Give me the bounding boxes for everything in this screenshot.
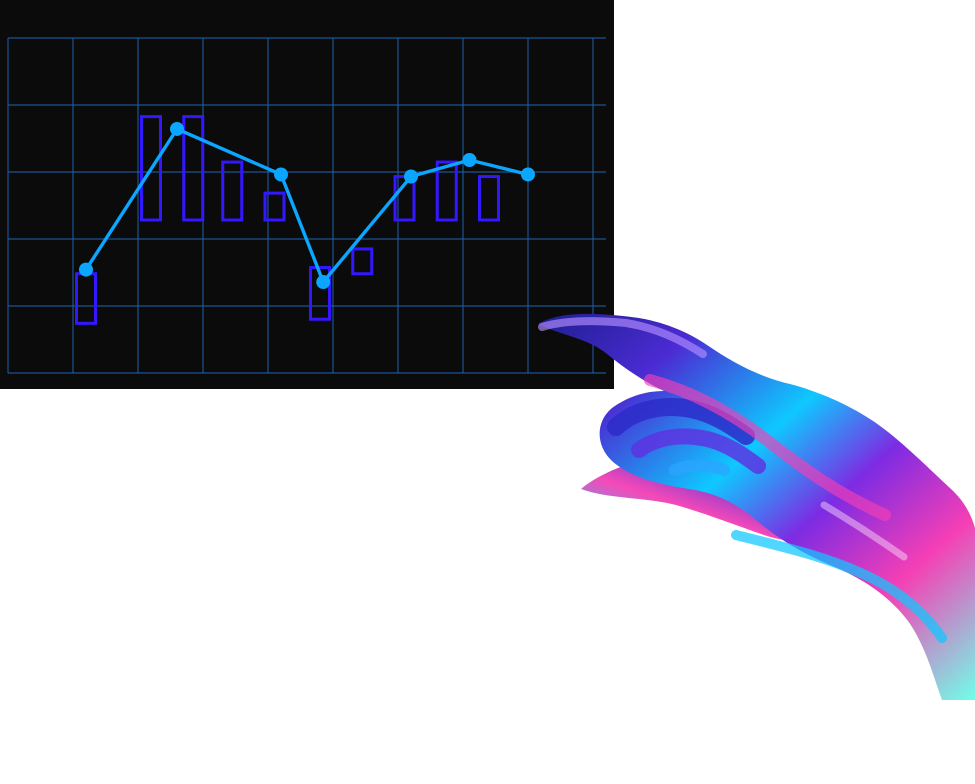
iridescent-band-3 xyxy=(820,501,908,561)
chart-bar xyxy=(140,115,162,222)
chart-point xyxy=(274,167,288,182)
chart-panel xyxy=(0,0,614,389)
robot-hand-icon xyxy=(538,313,975,700)
chart-bar xyxy=(435,160,458,222)
ring-finger-shape xyxy=(631,428,766,474)
chart-bar xyxy=(309,266,331,321)
hand-main-shape xyxy=(538,313,975,700)
chart-point xyxy=(316,275,331,290)
iridescent-band-1 xyxy=(644,374,891,521)
chart-point xyxy=(521,167,535,182)
chart-bar xyxy=(351,247,374,276)
chart-bar xyxy=(221,160,244,222)
index-finger-highlight xyxy=(538,317,707,358)
chart-bar xyxy=(182,115,205,222)
grid-layer xyxy=(7,37,606,374)
trend-line xyxy=(84,127,530,284)
chart-bar xyxy=(75,272,97,325)
robot-hand xyxy=(530,300,975,700)
chart-bar xyxy=(478,175,500,222)
chart-bar xyxy=(263,191,286,222)
chart-svg xyxy=(7,37,606,374)
iridescent-band-2 xyxy=(731,530,947,643)
bars-layer xyxy=(75,115,500,325)
chart-point xyxy=(170,121,184,136)
middle-finger-shape xyxy=(607,398,755,445)
chart-point xyxy=(79,262,93,277)
pinky-finger-shape xyxy=(669,459,730,476)
points-layer xyxy=(79,121,535,290)
chart-point xyxy=(462,153,477,168)
chart-point xyxy=(404,169,418,184)
